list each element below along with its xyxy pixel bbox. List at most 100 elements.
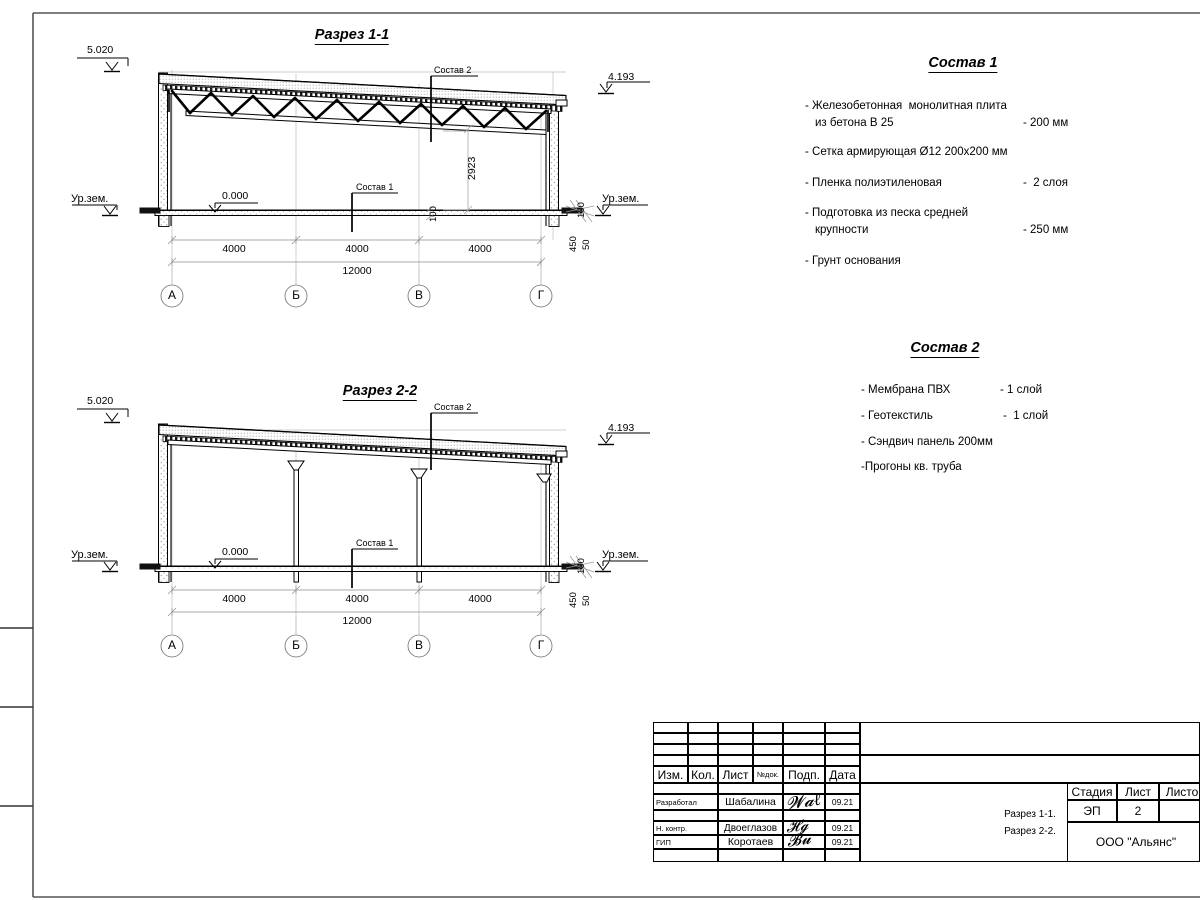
spec-1-item-2-line1: - Пленка полиэтиленовая xyxy=(805,177,942,189)
tb-drawing-name-line1: Разрез 1-1. xyxy=(1004,808,1056,820)
section-2-2-title: Разрез 2-2 xyxy=(342,383,418,401)
tb-stage-label: Стадия xyxy=(1067,783,1117,800)
axis-bubble-v-s2: В xyxy=(414,638,424,652)
tb-blank-cell xyxy=(718,783,783,794)
tb-header-data: Дата xyxy=(825,766,860,783)
tb-rev-cell xyxy=(783,733,825,744)
dim-bedding-50-2: 50 xyxy=(581,595,592,606)
spec-1-item-0-line2: из бетона В 25 xyxy=(815,117,894,129)
level-5020-label-2: 5.020 xyxy=(87,395,114,407)
tb-drawing-name-line2: Разрез 2-2. xyxy=(1004,825,1056,837)
dim-span-1: 4000 xyxy=(222,243,246,255)
tb-name-dvoeglazov: Двоеглазов xyxy=(718,821,783,835)
axis-bubble-g: Г xyxy=(537,288,545,302)
spec-2-item-3-text: -Прогоны кв. труба xyxy=(861,461,962,473)
signature-gip-glyph: 𝓑𝓾 xyxy=(785,828,813,851)
level-4193-label-2: 4.193 xyxy=(608,422,635,434)
ground-level-left-label-2: Ур.зем. xyxy=(71,549,109,561)
axis-bubble-b: Б xyxy=(292,288,300,302)
spec-1-item-3-value: - 250 мм xyxy=(1023,224,1069,236)
tb-name-korotaev: Коротаев xyxy=(718,835,783,849)
axis-bubble-a-s2: А xyxy=(167,638,177,652)
tb-rev-cell xyxy=(783,755,825,766)
spec-1-item-4-line1: - Грунт основания xyxy=(805,255,901,267)
tb-blank-cell xyxy=(653,783,718,794)
tb-signature-razrabotal xyxy=(783,794,825,810)
tb-rev-cell xyxy=(783,722,825,733)
leader-sostav-2-label: Состав 2 xyxy=(434,65,472,75)
tb-rev-cell xyxy=(653,733,688,744)
tb-signature-nkontr xyxy=(783,821,825,835)
tb-rev-cell xyxy=(753,744,783,755)
tb-rev-cell xyxy=(688,722,718,733)
tb-blank-cell xyxy=(653,849,718,862)
tb-rev-cell xyxy=(753,733,783,744)
spec-1-item-3-line2: крупности xyxy=(815,224,869,236)
dim-edge-top-100-2: 100 xyxy=(576,558,587,574)
tb-blank-cell xyxy=(783,849,825,862)
tb-rev-cell xyxy=(753,755,783,766)
leader-sostav-2-label-2: Состав 2 xyxy=(434,402,472,412)
tb-rev-cell xyxy=(688,733,718,744)
dim-edge-top-100: 100 xyxy=(576,202,587,218)
spec-2-item-0-text: - Мембрана ПВХ xyxy=(861,384,951,396)
tb-role-razrabotal: Разработал xyxy=(653,794,718,810)
dim-span-2-s2: 4000 xyxy=(345,593,369,605)
ground-level-right-label-2: Ур.зем. xyxy=(602,549,640,561)
dim-span-3: 4000 xyxy=(468,243,492,255)
level-5020-label: 5.020 xyxy=(87,44,114,56)
spec-2-title: Состав 2 xyxy=(910,340,980,358)
tb-role-gip: ГИП xyxy=(653,835,718,849)
tb-role-nkontr: Н. контр. xyxy=(653,821,718,835)
tb-stage-value: ЭП xyxy=(1067,800,1117,822)
tb-right-upper-blank xyxy=(860,755,1200,783)
tb-blank-cell xyxy=(825,783,860,794)
spec-2-item-2-text: - Сэндвич панель 200мм xyxy=(861,436,993,448)
spec-2-item-1-text: - Геотекстиль xyxy=(861,410,933,422)
axis-bubble-b-s2: Б xyxy=(292,638,300,652)
tb-sheets-value xyxy=(1159,800,1200,822)
tb-blank-cell xyxy=(825,810,860,821)
tb-blank-cell xyxy=(783,810,825,821)
tb-name-shabalina: Шабалина xyxy=(718,794,783,810)
tb-date-gip: 09.21 xyxy=(825,835,860,849)
tb-rev-cell xyxy=(653,755,688,766)
tb-rev-cell xyxy=(653,722,688,733)
tb-rev-cell xyxy=(825,744,860,755)
axis-bubble-g-s2: Г xyxy=(537,638,545,652)
tb-date-razrabotal: 09.21 xyxy=(825,794,860,810)
level-0000-label: 0.000 xyxy=(222,190,249,202)
tb-blank-cell xyxy=(825,849,860,862)
tb-blank-cell xyxy=(783,783,825,794)
tb-header-kol: Кол. xyxy=(688,766,718,783)
ground-level-right-label: Ур.зем. xyxy=(602,193,640,205)
axis-bubble-a: А xyxy=(167,288,177,302)
leader-sostav-1-label: Состав 1 xyxy=(356,182,394,192)
tb-sheet-value: 2 xyxy=(1117,800,1159,822)
tb-header-izm: Изм. xyxy=(653,766,688,783)
dim-truss-height-2923: 2923 xyxy=(466,156,478,180)
tb-blank-cell xyxy=(718,810,783,821)
spec-1-item-1-line1: - Сетка армирующая Ø12 200x200 мм xyxy=(805,146,1008,158)
tb-rev-cell xyxy=(783,744,825,755)
dim-span-2: 4000 xyxy=(345,243,369,255)
tb-header-ndok: №док. xyxy=(753,766,783,783)
dim-span-1-s2: 4000 xyxy=(222,593,246,605)
tb-rev-cell xyxy=(825,755,860,766)
dim-span-3-s2: 4000 xyxy=(468,593,492,605)
tb-sheet-label: Лист xyxy=(1117,783,1159,800)
tb-rev-cell xyxy=(718,722,753,733)
tb-header-list: Лист xyxy=(718,766,753,783)
spec-1-item-2-value: - 2 слоя xyxy=(1023,177,1069,189)
spec-2-item-0-value: - 1 слой xyxy=(1000,384,1043,396)
spec-1-item-0-value: - 200 мм xyxy=(1023,117,1069,129)
tb-blank-cell xyxy=(653,810,718,821)
spec-2-item-1-value: - 1 слой xyxy=(1003,410,1049,422)
tb-right-top-blank xyxy=(860,722,1200,755)
tb-date-nkontr: 09.21 xyxy=(825,821,860,835)
dim-total-12000: 12000 xyxy=(342,265,372,277)
tb-rev-cell xyxy=(753,722,783,733)
